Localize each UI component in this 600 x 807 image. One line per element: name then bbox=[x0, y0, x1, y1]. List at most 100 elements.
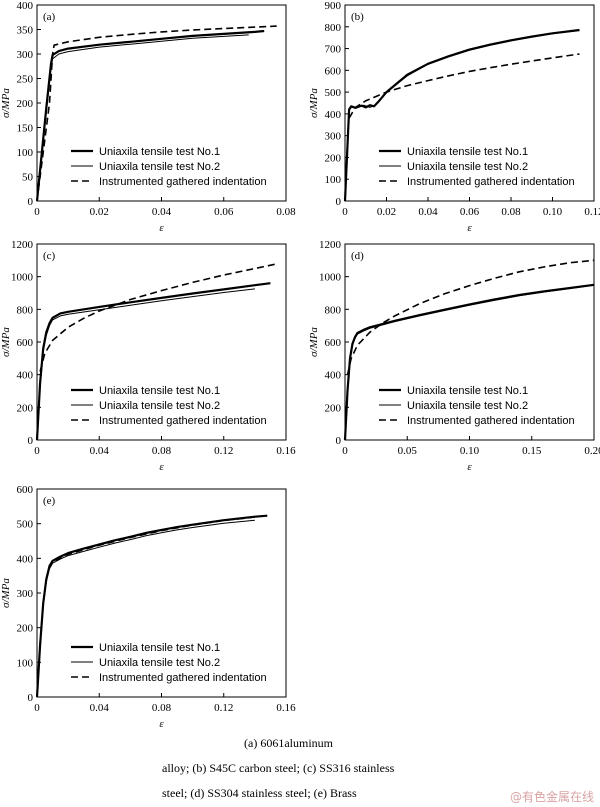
x-tick-label: 0.15 bbox=[522, 445, 542, 457]
chart-panel-4: 0 0.05 0.10 0.15 0.20 0 200 400 600 800 1000 1200 ε σ… bbox=[308, 239, 600, 473]
y-tick-label: 500 bbox=[325, 87, 342, 99]
legend-entry-2: Uniaxila tensile test No.2 bbox=[407, 400, 528, 412]
x-tick-label: 0.04 bbox=[152, 206, 172, 218]
series-line-2 bbox=[36, 519, 255, 698]
chart-panel-1: 0 0.02 0.04 0.06 0.08 0 50 100 150 200 250 300 350 40… bbox=[0, 0, 296, 234]
legend-entry-3: Instrumented gathered indentation bbox=[407, 415, 575, 427]
y-tick-label: 200 bbox=[325, 152, 342, 164]
y-tick-label: 100 bbox=[17, 147, 34, 159]
x-tick-label: 0.12 bbox=[214, 445, 233, 457]
y-tick-label: 200 bbox=[17, 402, 34, 414]
y-axis-label: σ/MPa bbox=[308, 88, 320, 118]
x-tick-label: 0.16 bbox=[276, 702, 296, 714]
x-tick-label: 0.05 bbox=[398, 445, 418, 457]
y-tick-label: 400 bbox=[17, 553, 34, 565]
legend-entry-3: Instrumented gathered indentation bbox=[99, 672, 267, 684]
x-tick-label: 0 bbox=[34, 206, 40, 218]
x-tick-label: 0.08 bbox=[152, 445, 172, 457]
x-tick-label: 0.08 bbox=[276, 206, 296, 218]
y-tick-label: 400 bbox=[325, 370, 342, 382]
y-tick-label: 600 bbox=[17, 337, 34, 349]
watermark: @有色金属在线 bbox=[509, 790, 594, 804]
y-tick-label: 700 bbox=[325, 44, 342, 56]
y-tick-label: 100 bbox=[17, 657, 34, 669]
legend-entry-2: Uniaxila tensile test No.2 bbox=[99, 161, 220, 173]
y-tick-label: 50 bbox=[22, 172, 34, 184]
legend-entry-1: Uniaxila tensile test No.1 bbox=[99, 146, 220, 158]
x-tick-label: 0.16 bbox=[276, 445, 296, 457]
x-axis-label: ε bbox=[467, 461, 472, 473]
series-line-1 bbox=[35, 29, 265, 202]
series-line-2 bbox=[36, 288, 255, 441]
legend-entry-2: Uniaxila tensile test No.2 bbox=[99, 400, 220, 412]
y-tick-label: 0 bbox=[28, 435, 34, 447]
figure-caption-line-1: (a) 6061aluminum bbox=[244, 736, 333, 750]
y-tick-label: 800 bbox=[325, 304, 342, 316]
y-tick-label: 600 bbox=[325, 337, 342, 349]
y-tick-label: 0 bbox=[336, 435, 342, 447]
x-tick-label: 0.10 bbox=[460, 445, 480, 457]
y-tick-label: 600 bbox=[325, 65, 342, 77]
panel-label: (b) bbox=[351, 11, 364, 23]
y-tick-label: 0 bbox=[336, 196, 342, 208]
x-tick-label: 0.08 bbox=[501, 206, 521, 218]
panel-label: (c) bbox=[43, 250, 56, 262]
legend-entry-3: Instrumented gathered indentation bbox=[99, 176, 267, 188]
legend-entry-2: Uniaxila tensile test No.2 bbox=[407, 161, 528, 173]
x-tick-label: 0 bbox=[34, 702, 40, 714]
legend-entry-3: Instrumented gathered indentation bbox=[99, 415, 267, 427]
x-tick-label: 0.02 bbox=[90, 206, 109, 218]
panel-label: (e) bbox=[43, 495, 56, 507]
series-line-3 bbox=[39, 516, 255, 646]
x-tick-label: 0.04 bbox=[90, 445, 110, 457]
y-tick-label: 800 bbox=[325, 22, 342, 34]
series-line-2 bbox=[36, 34, 249, 202]
x-tick-label: 0.12 bbox=[584, 206, 600, 218]
y-tick-label: 800 bbox=[17, 304, 34, 316]
y-axis-label: σ/MPa bbox=[308, 327, 320, 357]
y-tick-label: 300 bbox=[17, 49, 34, 61]
chart-panel-5: 0 0.04 0.08 0.12 0.16 0 100 200 300 400 500 600 ε σ/M… bbox=[0, 484, 296, 730]
panel-label: (d) bbox=[351, 250, 364, 262]
y-tick-label: 400 bbox=[325, 109, 342, 121]
x-axis-label: ε bbox=[159, 461, 164, 473]
figure-caption-line-2: alloy; (b) S45C carbon steel; (c) SS316 … bbox=[162, 761, 395, 775]
y-tick-label: 300 bbox=[17, 588, 34, 600]
y-tick-label: 150 bbox=[17, 123, 34, 135]
x-tick-label: 0.20 bbox=[584, 445, 600, 457]
series-line-1 bbox=[35, 514, 268, 698]
legend-entry-1: Uniaxila tensile test No.1 bbox=[407, 385, 528, 397]
x-axis-label: ε bbox=[467, 222, 472, 234]
y-tick-label: 0 bbox=[28, 692, 34, 704]
y-tick-label: 300 bbox=[325, 131, 342, 143]
panel-label: (a) bbox=[43, 11, 56, 23]
legend-entry-1: Uniaxila tensile test No.1 bbox=[407, 146, 528, 158]
y-tick-label: 400 bbox=[17, 370, 34, 382]
y-tick-label: 1200 bbox=[319, 239, 342, 251]
series-line-1 bbox=[35, 282, 271, 441]
y-tick-label: 100 bbox=[325, 174, 342, 186]
x-tick-label: 0.06 bbox=[214, 206, 234, 218]
x-tick-label: 0 bbox=[34, 445, 40, 457]
x-tick-label: 0.06 bbox=[460, 206, 480, 218]
series-line-3 bbox=[346, 259, 595, 375]
series-line-3 bbox=[39, 262, 279, 372]
series-line-2 bbox=[344, 284, 595, 441]
y-axis-label: σ/MPa bbox=[0, 578, 12, 608]
y-axis-label: σ/MPa bbox=[0, 327, 12, 357]
y-tick-label: 200 bbox=[17, 623, 34, 635]
x-axis-label: ε bbox=[159, 222, 164, 234]
y-tick-label: 400 bbox=[17, 0, 34, 12]
series-line-3 bbox=[36, 25, 277, 202]
x-tick-label: 0 bbox=[342, 206, 348, 218]
y-tick-label: 1000 bbox=[319, 272, 342, 284]
y-tick-label: 200 bbox=[325, 402, 342, 414]
y-axis-label: σ/MPa bbox=[0, 88, 12, 118]
series-line-3 bbox=[348, 53, 580, 119]
y-tick-label: 0 bbox=[28, 196, 34, 208]
x-tick-label: 0.04 bbox=[90, 702, 110, 714]
legend-entry-1: Uniaxila tensile test No.1 bbox=[99, 385, 220, 397]
figure-caption-line-3: steel; (d) SS304 stainless steel; (e) Br… bbox=[162, 786, 357, 800]
x-tick-label: 0 bbox=[342, 445, 348, 457]
